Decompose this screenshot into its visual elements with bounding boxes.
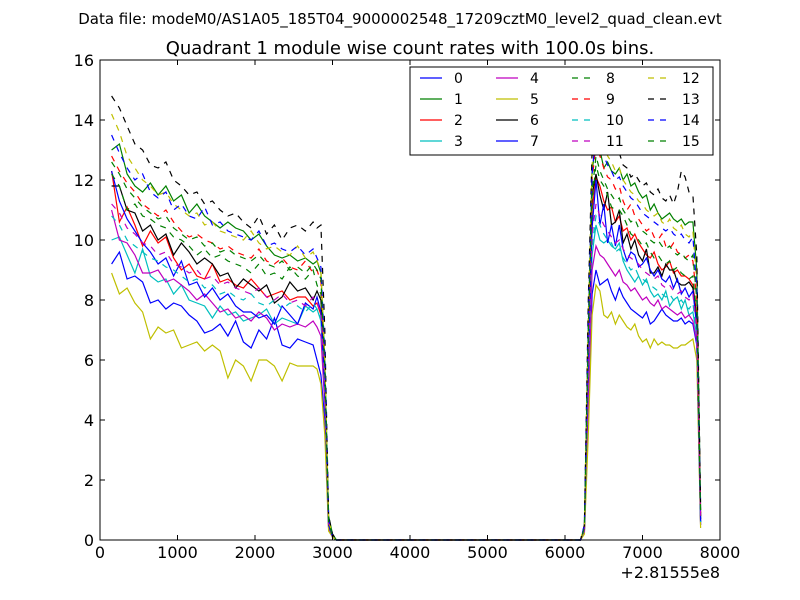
legend-label-2: 2 bbox=[454, 113, 463, 129]
legend-label-0: 0 bbox=[454, 71, 463, 87]
x-tick-label: 3000 bbox=[312, 543, 353, 562]
y-tick-label: 4 bbox=[84, 411, 94, 430]
legend-label-14: 14 bbox=[682, 113, 700, 129]
x-tick-label: 1000 bbox=[157, 543, 198, 562]
legend-label-1: 1 bbox=[454, 92, 463, 108]
x-tick-label: 6000 bbox=[545, 543, 586, 562]
legend-label-15: 15 bbox=[682, 134, 700, 150]
x-tick-label: 2000 bbox=[235, 543, 276, 562]
x-tick-label: 5000 bbox=[467, 543, 508, 562]
y-tick-label: 12 bbox=[74, 171, 94, 190]
chart-title: Quadrant 1 module wise count rates with … bbox=[166, 38, 655, 59]
series-line-9 bbox=[111, 143, 702, 541]
legend-label-3: 3 bbox=[454, 134, 463, 150]
x-tick-label: 4000 bbox=[390, 543, 431, 562]
legend-label-6: 6 bbox=[530, 113, 539, 129]
y-tick-label: 0 bbox=[84, 531, 94, 550]
x-tick-label: 7000 bbox=[622, 543, 663, 562]
x-tick-label: 8000 bbox=[700, 543, 741, 562]
x-axis: 0 1000 2000 3000 4000 5000 6000 7000 8000 bbox=[95, 60, 740, 562]
legend-label-13: 13 bbox=[682, 92, 700, 108]
x-tick-label: 0 bbox=[95, 543, 105, 562]
legend-label-10: 10 bbox=[606, 113, 624, 129]
legend-label-11: 11 bbox=[606, 134, 624, 150]
y-tick-label: 14 bbox=[74, 111, 94, 130]
figure-suptitle: Data file: modeM0/AS1A05_185T04_90000025… bbox=[78, 10, 722, 29]
legend-label-4: 4 bbox=[530, 71, 539, 87]
legend-label-7: 7 bbox=[530, 134, 539, 150]
y-tick-label: 16 bbox=[74, 51, 94, 70]
y-tick-label: 10 bbox=[74, 231, 94, 250]
legend-label-5: 5 bbox=[530, 92, 539, 108]
series-line-13 bbox=[111, 95, 702, 541]
series-line-8 bbox=[111, 164, 702, 541]
legend-label-12: 12 bbox=[682, 71, 700, 87]
y-tick-label: 8 bbox=[84, 291, 94, 310]
legend-frame bbox=[409, 66, 714, 156]
legend-label-9: 9 bbox=[606, 92, 615, 108]
x-offset-label: +2.81555e8 bbox=[620, 563, 720, 582]
legend-label-8: 8 bbox=[606, 71, 615, 87]
y-tick-label: 6 bbox=[84, 351, 94, 370]
y-tick-label: 2 bbox=[84, 471, 94, 490]
